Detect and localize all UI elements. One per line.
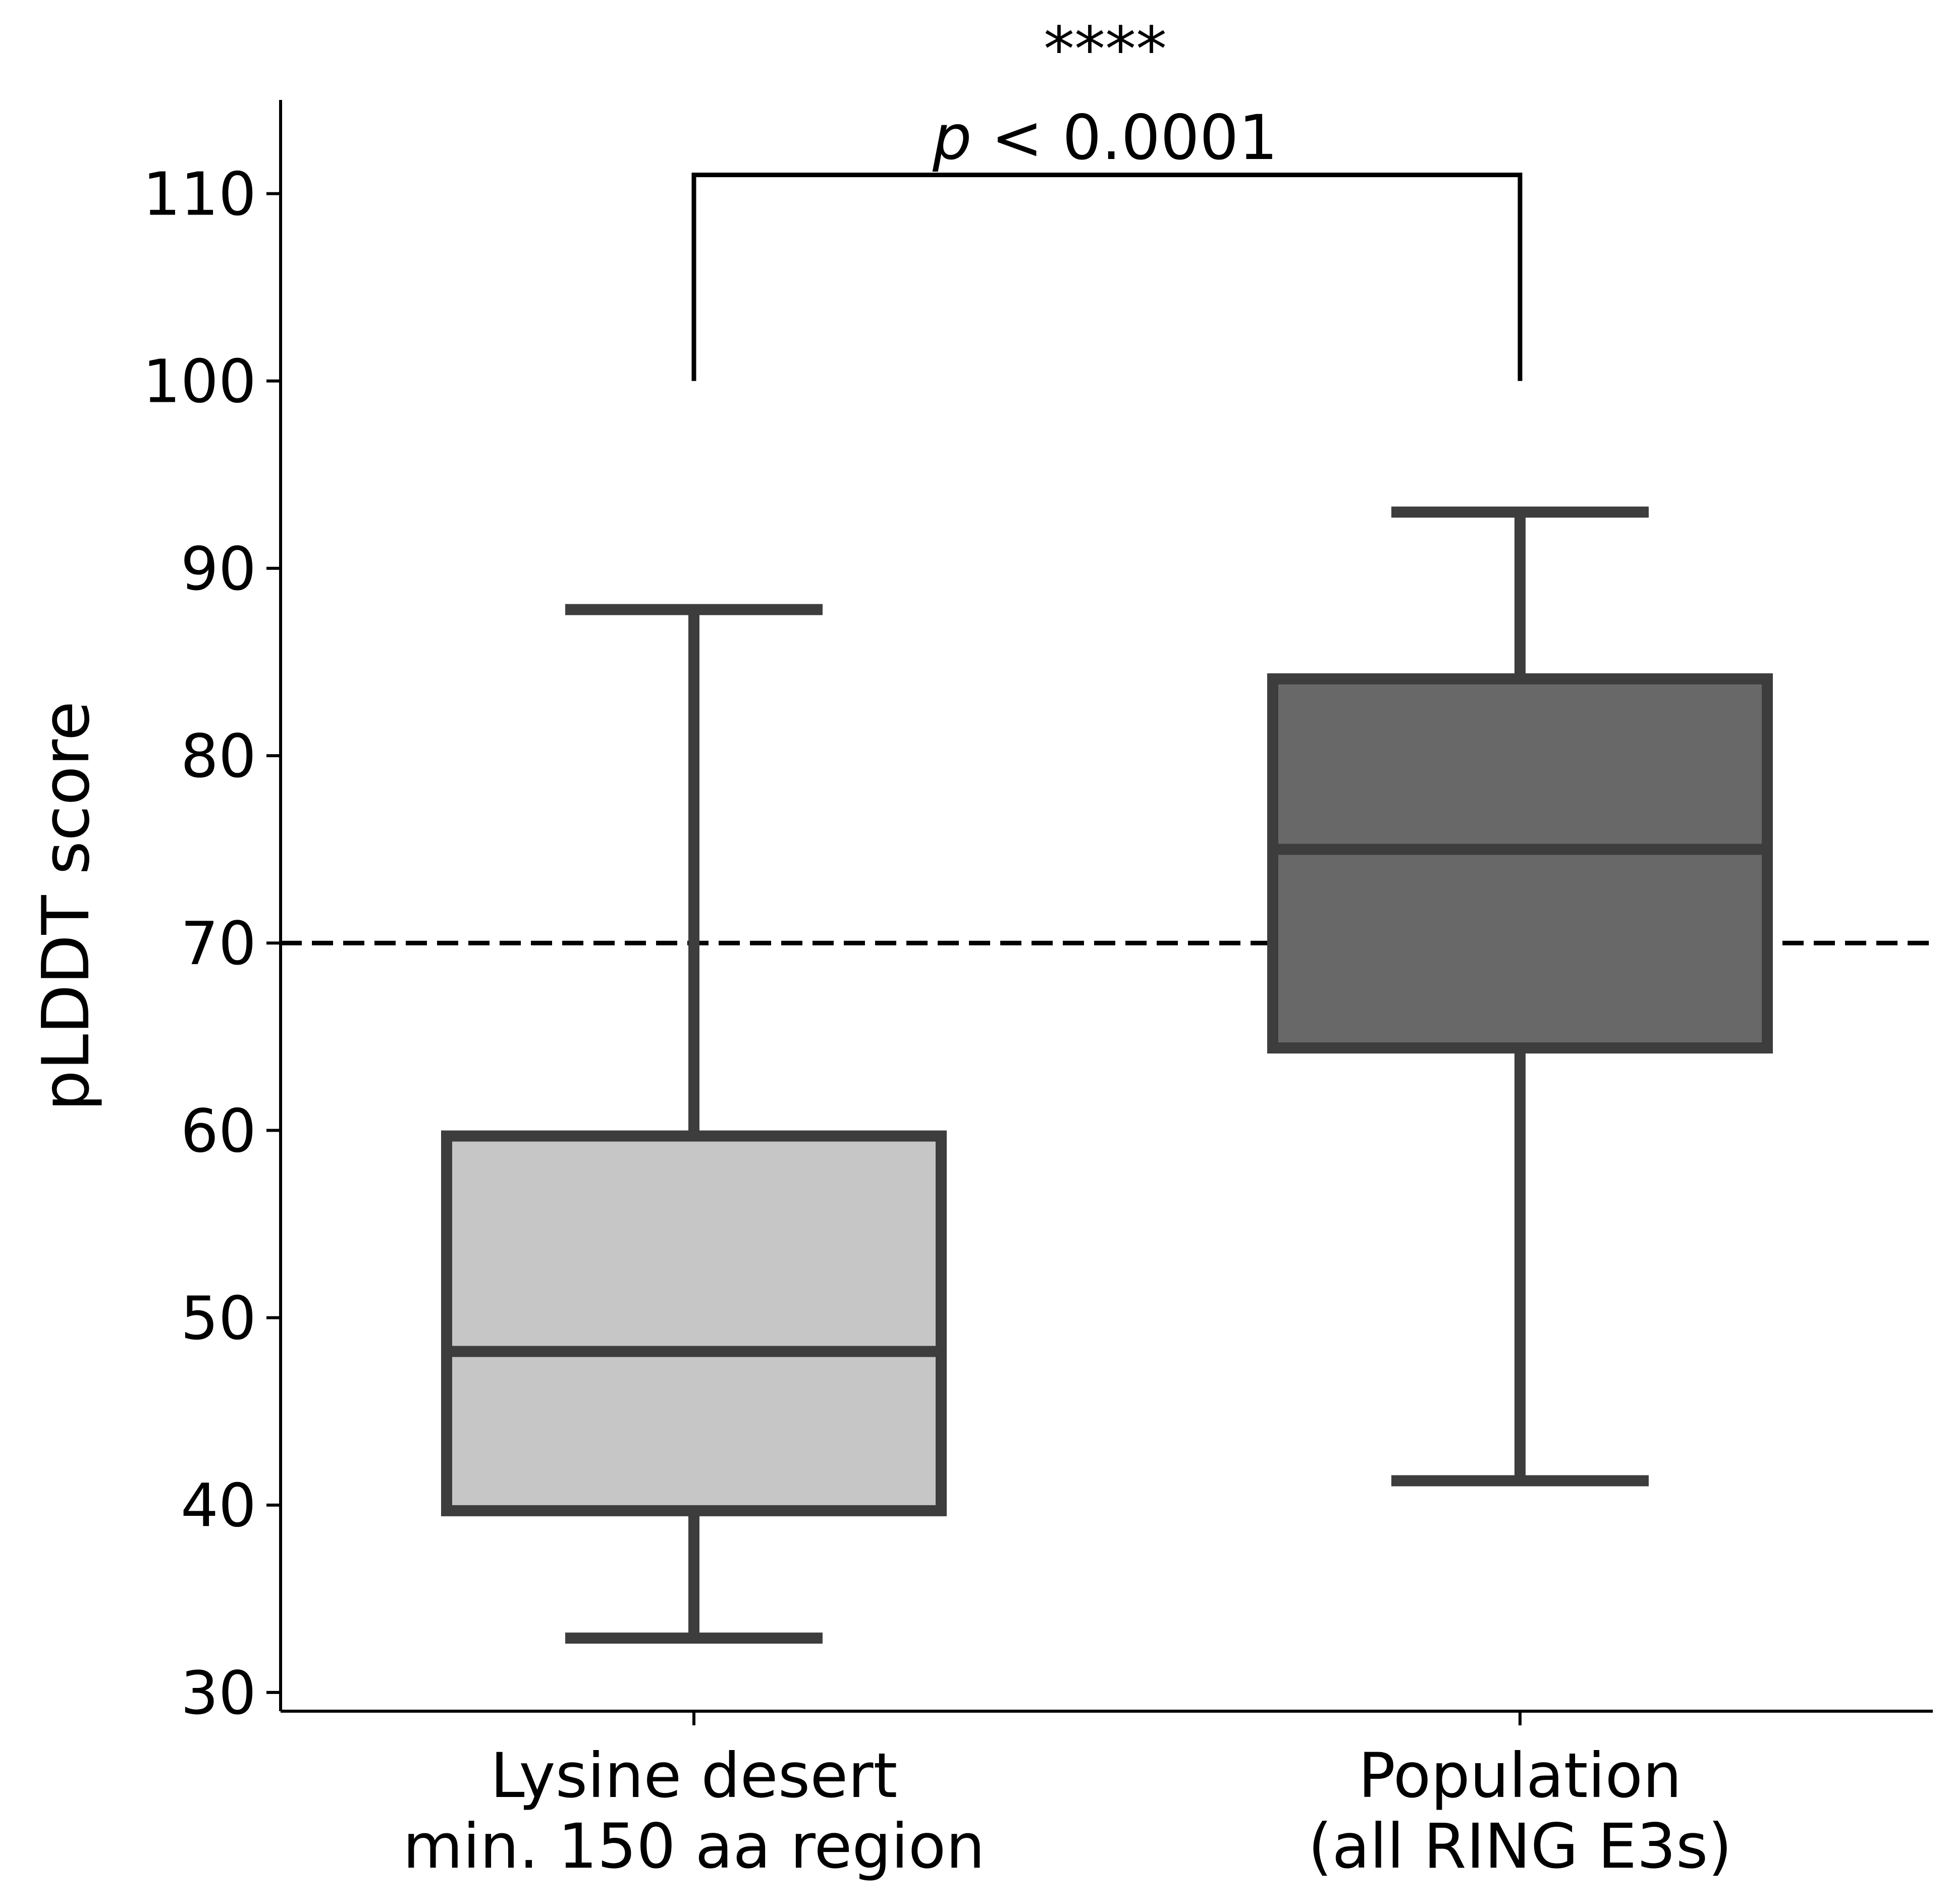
x-tick-label-line1: Population: [1359, 1740, 1682, 1812]
interquartile-box: [441, 1130, 947, 1516]
y-axis-label: pLDDT score: [29, 701, 104, 1112]
y-tick-label: 70: [181, 909, 256, 978]
y-tick-label: 50: [181, 1284, 256, 1353]
y-tick-label: 40: [181, 1471, 256, 1541]
boxes-group: [441, 506, 1773, 1644]
y-tick-label: 30: [181, 1658, 256, 1728]
significance-bracket: [691, 172, 1523, 381]
interquartile-box: [1267, 673, 1773, 1054]
y-tick-label: 60: [181, 1096, 256, 1166]
significance-stars: ****: [1044, 14, 1167, 85]
p-value-symbol: p: [932, 102, 971, 174]
y-tick-label: 110: [143, 160, 256, 229]
x-tick-label-line2: (all RING E3s): [1308, 1811, 1732, 1882]
y-tick-label: 80: [181, 721, 256, 791]
x-tick-label-line1: Lysine desert: [491, 1740, 898, 1812]
y-tick-label: 100: [143, 347, 256, 416]
p-value-text: < 0.0001: [971, 102, 1278, 174]
box-2: [1267, 506, 1773, 1487]
p-value-annotation: p < 0.0001: [932, 102, 1278, 174]
box-1: [441, 604, 947, 1644]
x-tick-label-line2: min. 150 aa region: [403, 1811, 985, 1882]
significance-group: [691, 172, 1523, 381]
y-tick-label: 90: [181, 534, 256, 604]
